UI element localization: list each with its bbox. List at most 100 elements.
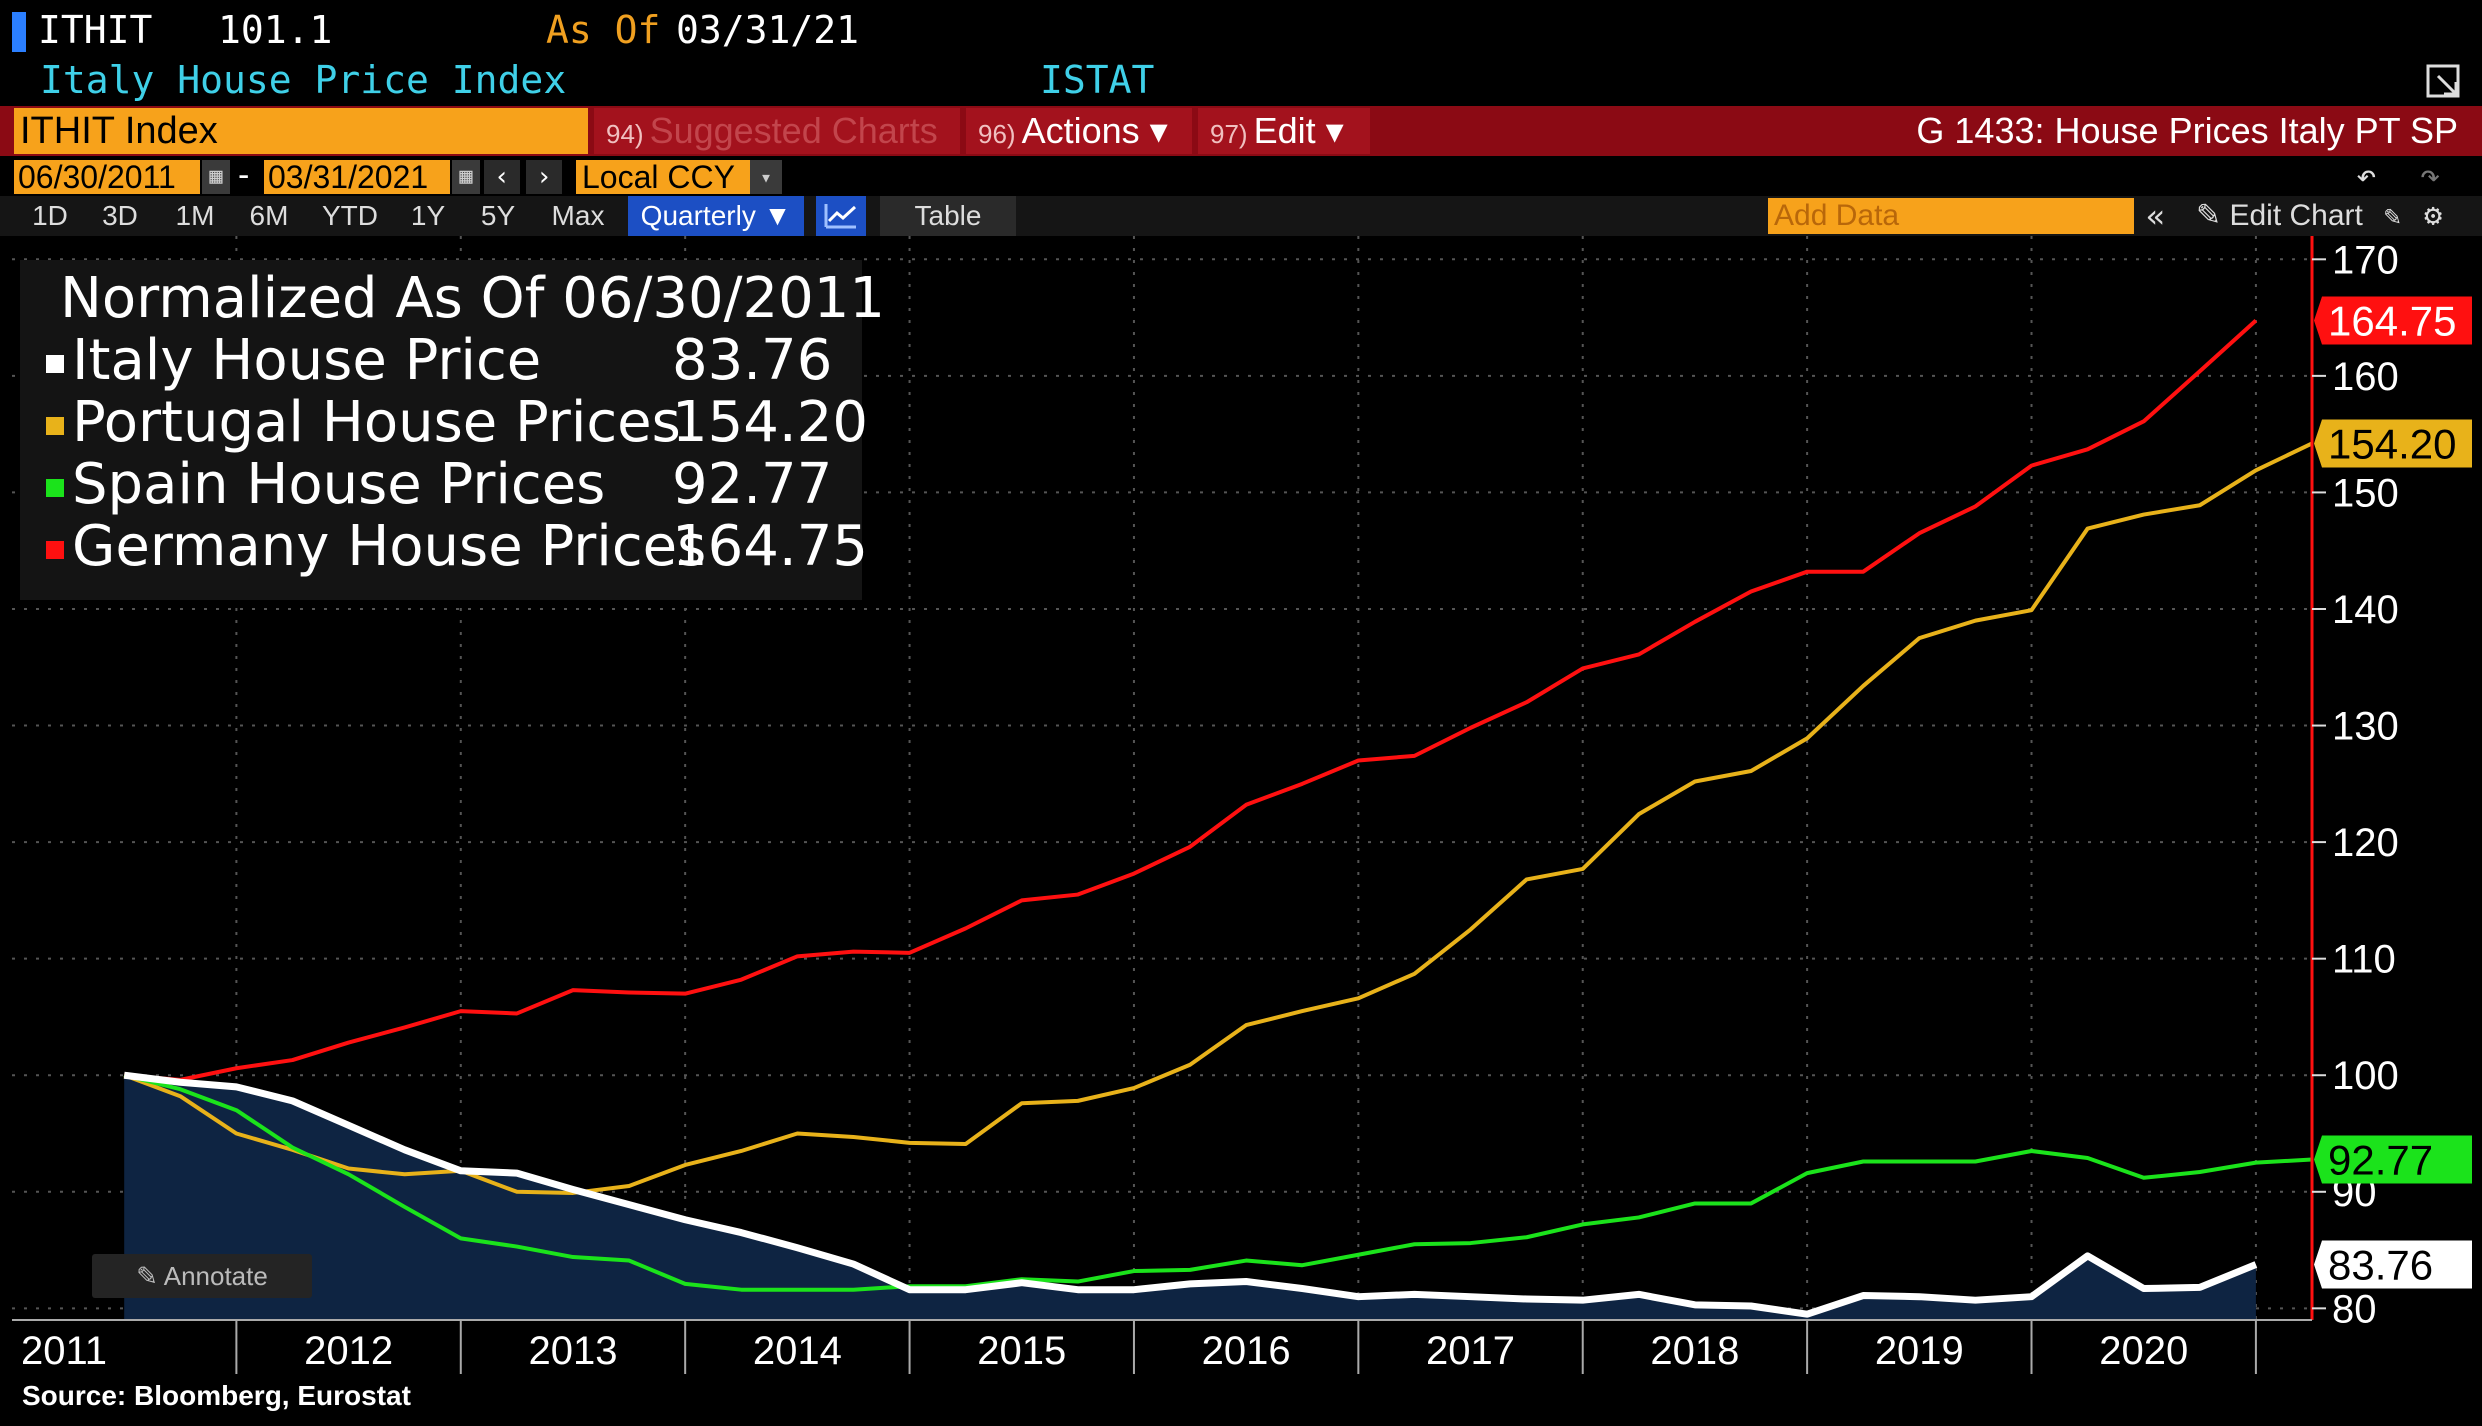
value-tag-label-2: 92.77 xyxy=(2328,1136,2433,1183)
y-tick-label: 130 xyxy=(2332,705,2399,749)
x-tick-label: 2014 xyxy=(753,1329,842,1373)
security-name: Italy House Price Index xyxy=(40,58,567,102)
chevron-down-icon[interactable]: ▾ xyxy=(750,160,782,194)
series-line-1 xyxy=(123,441,2313,1195)
add-data-input[interactable]: Add Data xyxy=(1768,198,2134,234)
collapse-icon[interactable]: « xyxy=(2146,197,2166,235)
area-layer xyxy=(124,1075,2256,1320)
last-value: 101.1 xyxy=(218,8,333,52)
source-name: ISTAT xyxy=(1040,58,1155,102)
suggested-num: 94) xyxy=(606,119,644,149)
line-chart-icon[interactable] xyxy=(816,196,866,236)
range-1y[interactable]: 1Y xyxy=(410,200,446,231)
range-3d[interactable]: 3D xyxy=(102,200,138,231)
suggested-label: Suggested Charts xyxy=(649,110,938,151)
undo-icon[interactable]: ↶ xyxy=(2356,156,2377,196)
next-period-button[interactable]: › xyxy=(526,160,562,194)
chart-title: Normalized As Of 06/30/2011 xyxy=(60,266,886,331)
legend-label: Germany House Prices xyxy=(72,514,707,579)
edit-num: 97) xyxy=(1210,119,1248,149)
value-tag-0 xyxy=(2314,1240,2472,1289)
x-tick-label: 2015 xyxy=(977,1329,1066,1373)
legend-item-spain: Spain House Prices 92.77 xyxy=(46,452,832,517)
gear-icon[interactable]: ⚙ xyxy=(2424,198,2443,233)
suggested-charts-button[interactable]: 94) Suggested Charts xyxy=(594,108,960,154)
header-bar xyxy=(0,0,2482,58)
actions-num: 96) xyxy=(978,119,1016,149)
value-tag-label-0: 83.76 xyxy=(2328,1242,2433,1289)
prev-period-button[interactable]: ‹ xyxy=(484,160,520,194)
date-separator: - xyxy=(238,156,250,194)
legend-swatch xyxy=(46,478,64,497)
edit-label: Edit ▾ xyxy=(1253,110,1344,151)
x-tick-label: 2011 xyxy=(21,1329,107,1373)
y-tick-label: 110 xyxy=(2332,938,2396,982)
legend-swatch xyxy=(46,354,64,373)
chart-id-title: G 1433: House Prices Italy PT SP xyxy=(1916,110,2458,151)
legend-item-italy: Italy House Price 83.76 xyxy=(46,328,832,393)
range-5y[interactable]: 5Y xyxy=(480,200,516,231)
legend-value: 164.75 xyxy=(672,514,868,579)
x-tick-label: 2020 xyxy=(2099,1329,2188,1373)
pencil-icon: ✎ xyxy=(136,1261,164,1291)
redo-icon[interactable]: ↷ xyxy=(2420,156,2441,196)
legend-label: Spain House Prices xyxy=(72,452,606,517)
ticker-symbol: ITHIT xyxy=(38,8,153,52)
y-tick-label: 100 xyxy=(2332,1054,2399,1098)
series-line-2 xyxy=(123,1073,2313,1292)
x-tick-label: 2017 xyxy=(1426,1329,1515,1373)
calendar-icon[interactable]: ▦ xyxy=(452,160,480,194)
actions-menu-button[interactable]: 96) Actions ▾ xyxy=(966,108,1192,154)
x-tick-label: 2012 xyxy=(304,1329,393,1373)
series-line-3 xyxy=(124,319,2258,1082)
table-button[interactable]: Table xyxy=(880,196,1016,236)
asof-label: As Of xyxy=(546,8,661,52)
security-field[interactable]: ITHIT Index xyxy=(14,108,588,154)
asof-date: 03/31/21 xyxy=(676,8,860,52)
series-line-0 xyxy=(123,1071,2258,1318)
calendar-icon[interactable]: ▦ xyxy=(202,160,230,194)
ticker-marker xyxy=(12,12,26,52)
edit-chart-button[interactable]: ✎ Edit Chart xyxy=(2196,196,2363,236)
end-date-field[interactable]: 03/31/2021 xyxy=(264,160,450,194)
value-tag-2 xyxy=(2314,1135,2472,1184)
value-tag-1 xyxy=(2314,419,2472,468)
edit-chart-label: Edit Chart xyxy=(2229,199,2363,232)
actions-label: Actions ▾ xyxy=(1021,110,1168,151)
legend-swatch xyxy=(46,540,64,559)
popout-icon[interactable] xyxy=(2424,62,2464,102)
y-tick-label: 120 xyxy=(2332,821,2399,865)
lines-layer xyxy=(123,319,2313,1318)
legend-item-germany: Germany House Prices 164.75 xyxy=(46,514,868,579)
range-1m[interactable]: 1M xyxy=(175,200,215,231)
y-tick-label: 140 xyxy=(2332,588,2399,632)
x-tick-label: 2016 xyxy=(1202,1329,1291,1373)
range-max[interactable]: Max xyxy=(551,200,605,231)
value-tag-3 xyxy=(2314,296,2472,345)
legend-swatch xyxy=(46,416,64,435)
value-tags-layer: 83.76 154.20 92.77 164.75 xyxy=(2314,296,2472,1289)
value-tag-label-1: 154.20 xyxy=(2328,420,2456,467)
start-date-field[interactable]: 06/30/2011 xyxy=(14,160,200,194)
x-tick-label: 2019 xyxy=(1875,1329,1964,1373)
annotate-button[interactable]: ✎ Annotate xyxy=(92,1254,312,1298)
legend-label: Italy House Price xyxy=(72,328,542,393)
range-1d[interactable]: 1D xyxy=(32,200,68,231)
legend-value: 92.77 xyxy=(672,452,833,517)
legend-label: Portugal House Prices xyxy=(72,390,681,455)
axes-layer xyxy=(12,236,2314,1321)
currency-select[interactable]: Local CCY xyxy=(576,160,782,194)
legend-value: 83.76 xyxy=(672,328,833,393)
legend-value: 154.20 xyxy=(672,390,868,455)
period-select[interactable]: Quarterly ▼ xyxy=(628,196,804,236)
range-ytd[interactable]: YTD xyxy=(322,200,378,231)
pencil-icon: ✎ xyxy=(2196,199,2230,232)
y-tick-label: 80 xyxy=(2332,1287,2377,1331)
edit-menu-button[interactable]: 97) Edit ▾ xyxy=(1198,108,1370,154)
legend-panel xyxy=(20,260,862,600)
range-6m[interactable]: 6M xyxy=(249,200,289,231)
y-tick-label: 160 xyxy=(2332,355,2399,399)
edit-square-icon[interactable]: ✎ xyxy=(2384,199,2401,232)
